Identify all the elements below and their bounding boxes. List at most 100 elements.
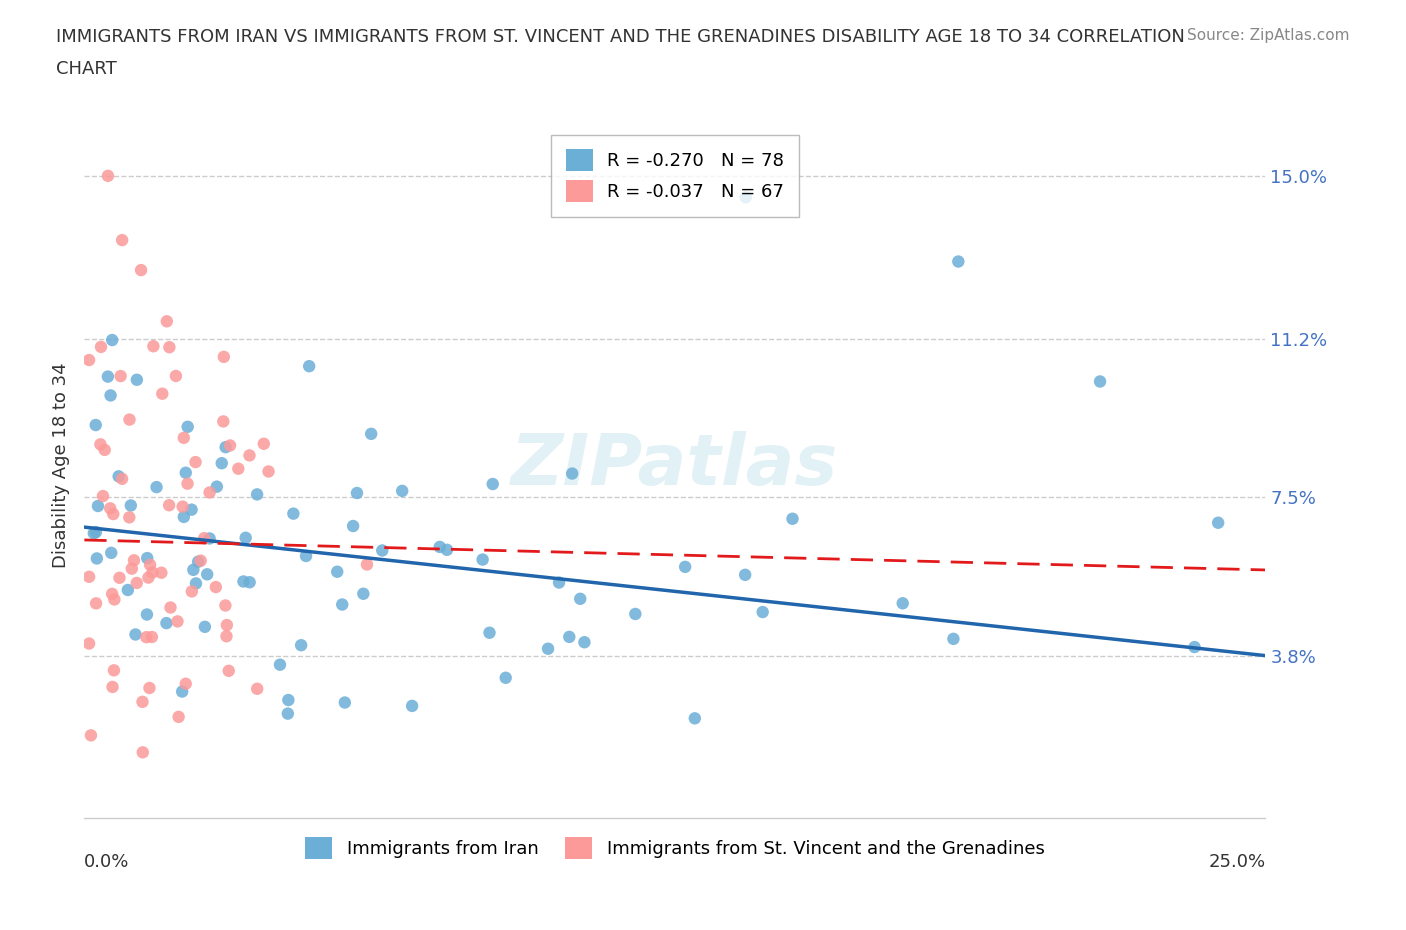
Point — [891, 596, 914, 611]
Point — [360, 426, 382, 441]
Point — [97, 369, 120, 384]
Point — [195, 567, 218, 582]
Point — [683, 711, 706, 725]
Point — [121, 561, 143, 576]
Point — [401, 698, 423, 713]
Point — [333, 695, 356, 710]
Point — [176, 476, 198, 491]
Point — [84, 418, 107, 432]
Point — [1088, 374, 1111, 389]
Point — [569, 591, 592, 606]
Point — [165, 368, 187, 383]
Point — [295, 549, 318, 564]
Point — [190, 553, 212, 568]
Point — [198, 485, 221, 500]
Point — [138, 681, 160, 696]
Point — [173, 510, 195, 525]
Point — [734, 190, 756, 205]
Point — [782, 512, 804, 526]
Point — [429, 539, 451, 554]
Point — [212, 350, 235, 365]
Point — [101, 680, 124, 695]
Point — [537, 642, 560, 657]
Point — [125, 576, 148, 591]
Point — [174, 676, 197, 691]
Legend: Immigrants from Iran, Immigrants from St. Vincent and the Grenadines: Immigrants from Iran, Immigrants from St… — [298, 830, 1052, 866]
Point — [120, 498, 142, 513]
Point — [80, 728, 103, 743]
Point — [194, 619, 217, 634]
Point — [124, 627, 146, 642]
Point — [371, 543, 394, 558]
Point — [183, 563, 205, 578]
Point — [298, 359, 321, 374]
Point — [942, 631, 965, 646]
Point — [218, 663, 240, 678]
Point — [215, 629, 238, 644]
Point — [356, 557, 378, 572]
Point — [283, 506, 305, 521]
Point — [84, 596, 107, 611]
Point — [246, 487, 269, 502]
Point — [122, 553, 145, 568]
Point — [219, 438, 242, 453]
Point — [142, 339, 165, 353]
Point — [176, 419, 198, 434]
Text: 25.0%: 25.0% — [1208, 853, 1265, 871]
Point — [98, 501, 121, 516]
Text: CHART: CHART — [56, 60, 117, 78]
Point — [180, 584, 202, 599]
Point — [139, 557, 162, 572]
Point — [90, 339, 112, 354]
Point — [481, 476, 503, 491]
Point — [673, 560, 696, 575]
Point — [135, 630, 157, 644]
Point — [212, 414, 235, 429]
Point — [751, 604, 773, 619]
Point — [97, 168, 120, 183]
Point — [157, 339, 180, 354]
Point — [184, 576, 207, 591]
Point — [100, 545, 122, 560]
Point — [141, 630, 163, 644]
Point — [173, 431, 195, 445]
Point — [277, 693, 299, 708]
Point — [77, 569, 100, 584]
Point — [89, 437, 111, 452]
Point — [101, 587, 124, 602]
Point — [145, 480, 167, 495]
Point — [111, 472, 134, 486]
Point — [86, 551, 108, 565]
Point — [495, 671, 517, 685]
Text: 0.0%: 0.0% — [84, 853, 129, 871]
Point — [211, 456, 233, 471]
Point — [228, 461, 250, 476]
Point — [136, 551, 159, 565]
Point — [87, 498, 110, 513]
Point — [239, 575, 262, 590]
Point — [155, 616, 177, 631]
Point — [156, 313, 179, 328]
Point — [150, 386, 173, 401]
Point — [548, 575, 571, 590]
Point — [132, 745, 155, 760]
Point — [342, 519, 364, 534]
Point — [214, 440, 236, 455]
Point — [277, 706, 299, 721]
Point — [478, 625, 501, 640]
Point — [198, 531, 221, 546]
Point — [558, 630, 581, 644]
Point — [352, 586, 374, 601]
Point — [253, 436, 276, 451]
Point — [93, 443, 115, 458]
Point — [117, 582, 139, 597]
Y-axis label: Disability Age 18 to 34: Disability Age 18 to 34 — [52, 362, 70, 568]
Point — [138, 570, 160, 585]
Point — [214, 598, 236, 613]
Point — [734, 567, 756, 582]
Point — [77, 636, 100, 651]
Point — [107, 469, 129, 484]
Point — [246, 682, 269, 697]
Point — [235, 530, 257, 545]
Point — [103, 592, 125, 607]
